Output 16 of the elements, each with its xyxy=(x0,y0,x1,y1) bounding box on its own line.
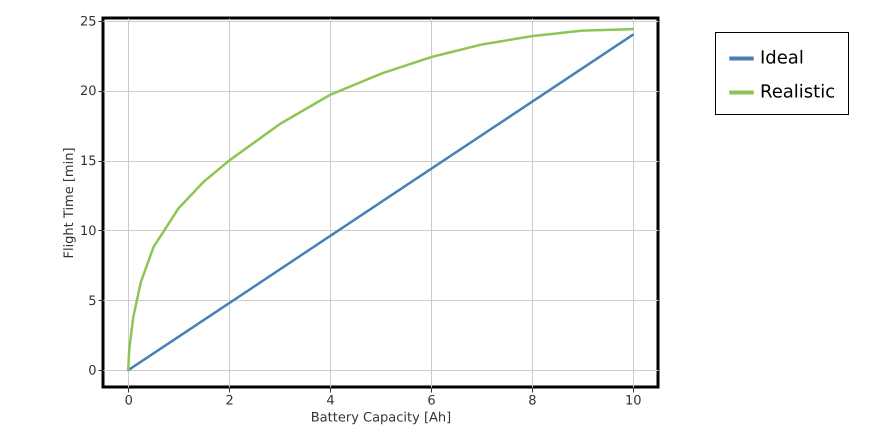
x-tick-label: 10 xyxy=(625,394,642,408)
y-tick-label: 10 xyxy=(80,224,96,239)
x-tick-label: 6 xyxy=(427,394,436,408)
y-tick-label: 15 xyxy=(80,154,96,170)
y-tick-label: 20 xyxy=(80,84,96,100)
legend-label: Ideal xyxy=(760,48,804,68)
x-axis-title: Battery Capacity [Ah] xyxy=(310,410,452,426)
x-tick-label: 4 xyxy=(326,394,335,408)
x-tick-label: 0 xyxy=(124,394,133,408)
x-tick-label: 8 xyxy=(528,394,537,408)
legend-label: Realistic xyxy=(760,82,836,102)
y-tick-label: 5 xyxy=(88,294,96,309)
x-tick-label: 2 xyxy=(225,394,234,408)
y-axis-title: Flight Time [min] xyxy=(62,147,77,259)
y-tick-label: 25 xyxy=(80,14,96,30)
y-tick-label: 0 xyxy=(88,364,96,379)
